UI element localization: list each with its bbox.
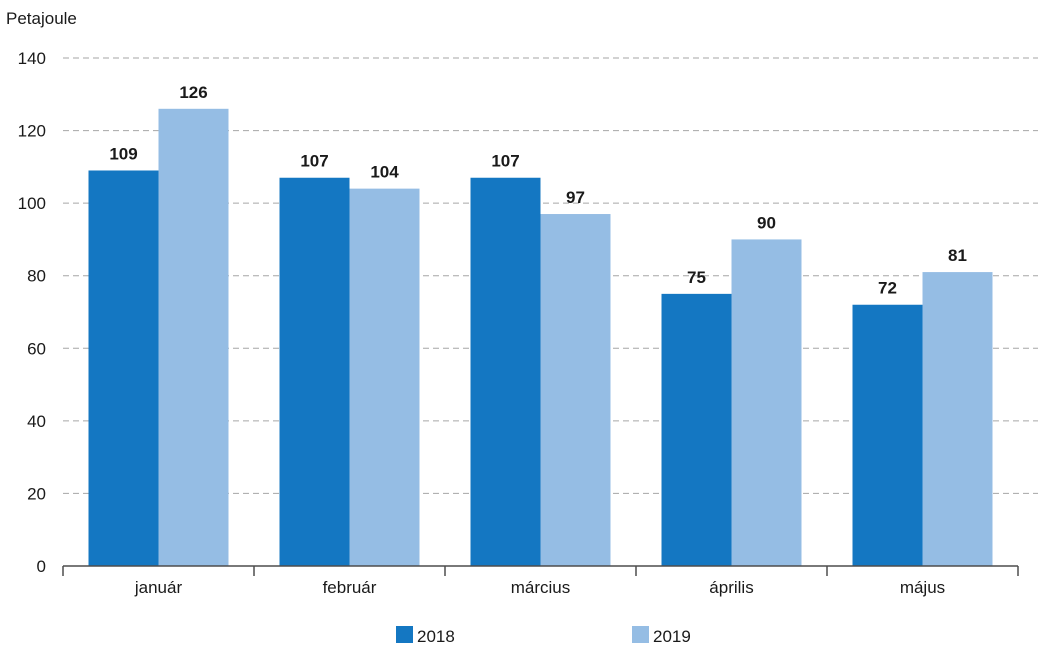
legend-label: 2018	[417, 627, 455, 646]
bars	[88, 108, 993, 567]
legend-swatch	[632, 626, 649, 643]
x-axis: január február március április május	[62, 565, 1019, 597]
bar-2019-május	[922, 272, 993, 566]
data-labels: 109 126 107 104 107 97 75 90 72 81	[109, 83, 967, 298]
data-label: 126	[179, 83, 207, 102]
bar-2019-március	[540, 214, 611, 566]
legend-label: 2019	[653, 627, 691, 646]
data-label: 81	[948, 246, 967, 265]
data-label: 109	[109, 144, 137, 163]
y-axis-tick-labels: 0 20 40 60 80 100 120 140	[18, 49, 46, 576]
data-label: 104	[370, 163, 399, 182]
y-tick-label: 120	[18, 122, 46, 141]
x-tick-label: február	[323, 578, 377, 597]
y-tick-label: 0	[37, 557, 46, 576]
y-tick-label: 100	[18, 194, 46, 213]
y-tick-label: 80	[27, 267, 46, 286]
bar-2019-január	[158, 108, 229, 567]
y-tick-label: 20	[27, 484, 46, 503]
bar-2018-március	[470, 177, 541, 566]
legend: 2018 2019	[396, 626, 691, 646]
x-tick-label: március	[511, 578, 571, 597]
y-tick-label: 60	[27, 339, 46, 358]
y-tick-label: 40	[27, 412, 46, 431]
data-label: 75	[687, 268, 706, 287]
data-label: 107	[491, 152, 519, 171]
data-label: 97	[566, 188, 585, 207]
x-tick-label: április	[709, 578, 753, 597]
legend-swatch	[396, 626, 413, 643]
bar-2018-május	[852, 304, 923, 566]
bar-2018-január	[88, 170, 159, 566]
bar-2018-február	[279, 177, 350, 566]
data-label: 72	[878, 279, 897, 298]
y-axis-unit-label: Petajoule	[6, 9, 77, 28]
bar-2019-február	[349, 188, 420, 566]
y-tick-label: 140	[18, 49, 46, 68]
x-tick-label: január	[134, 578, 183, 597]
data-label: 107	[300, 152, 328, 171]
bar-2019-április	[731, 239, 802, 566]
data-label: 90	[757, 213, 776, 232]
bar-2018-április	[661, 293, 732, 566]
x-tick-label: május	[900, 578, 945, 597]
